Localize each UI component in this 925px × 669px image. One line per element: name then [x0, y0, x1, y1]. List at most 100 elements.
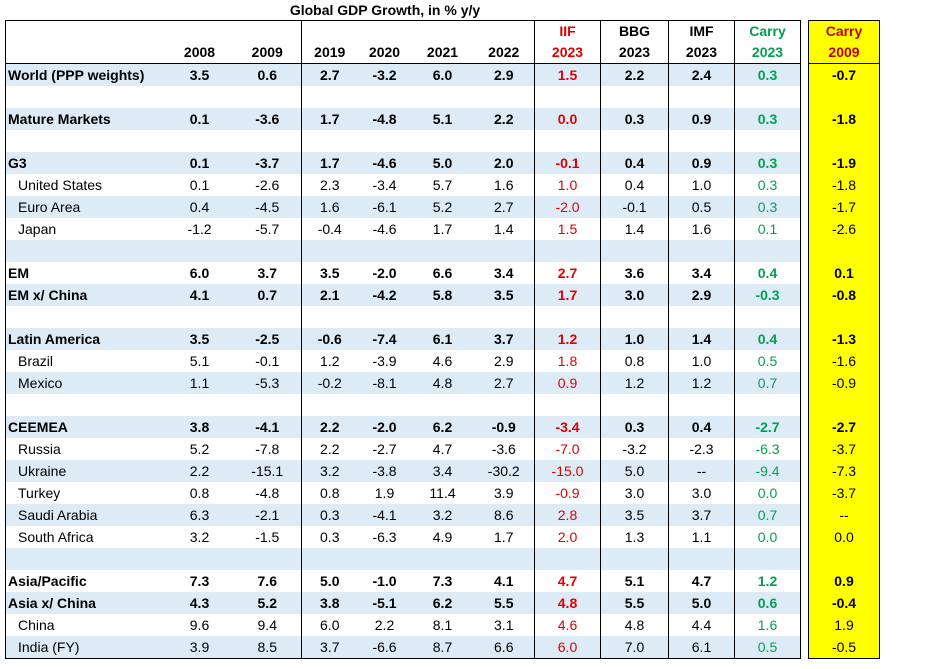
value-carry-2009: 0.0	[808, 526, 880, 548]
value-2022	[473, 86, 535, 108]
header-cell	[411, 20, 474, 42]
value-2022: 3.5	[473, 284, 535, 306]
value-2021: 8.7	[411, 636, 474, 659]
value-2008: 0.8	[189, 485, 210, 501]
column-gap	[800, 306, 809, 328]
value-carry-2023: 0.4	[734, 262, 801, 284]
table-row: Turkey 0.8 -4.8 0.8 1.9 11.4 3.9 -0.9 3.0 3.0 0.0-…	[5, 482, 880, 504]
value-carry-2009: --	[808, 504, 880, 526]
spacer-row	[5, 394, 880, 416]
value-2022: 3.7	[473, 328, 535, 350]
value-2008: 2.2	[165, 460, 234, 482]
value-iif-2023: -15.0	[534, 460, 601, 482]
value-2020: -2.0	[357, 416, 412, 438]
value-carry-2009	[808, 548, 880, 570]
header-imf: IMF	[668, 20, 735, 42]
value-2022: 2.0	[473, 152, 535, 174]
value-2021: 5.8	[411, 284, 474, 306]
value-2008	[166, 130, 234, 152]
column-gap	[800, 592, 809, 614]
value-carry-2023: 0.6	[734, 592, 801, 614]
row-label: EM	[5, 262, 166, 284]
value-bbg-2023	[600, 394, 669, 416]
value-iif-2023: 2.7	[534, 262, 601, 284]
header-carry-2009-year: 2009	[808, 42, 880, 64]
value-carry-2023: 1.2	[734, 570, 801, 592]
column-gap	[800, 372, 809, 394]
value-2009	[233, 394, 302, 416]
column-gap	[800, 504, 809, 526]
value-bbg-2023: 5.1	[600, 570, 669, 592]
table-row: Brazil 5.1 -0.1 1.2 -3.9 4.6 2.9 1.8 0.8 1.0 0.5 -1…	[5, 350, 880, 372]
table-row: World (PPP weights) 3.5 0.6 2.7 -3.2 6.0 2.9 1.…	[5, 63, 880, 86]
value-carry-2023: 0.0	[734, 482, 801, 504]
value-2022: -0.9	[473, 416, 535, 438]
value-bbg-2023: -0.1	[600, 196, 669, 218]
value-bbg-2023: 1.4	[600, 218, 669, 240]
value-iif-2023	[534, 86, 601, 108]
value-iif-2023: 4.6	[534, 614, 601, 636]
header-year-2019: 2019	[301, 42, 358, 64]
value-2019: 2.3	[320, 177, 340, 193]
value-iif-2023: 1.7	[534, 284, 601, 306]
value-imf-2023: 5.0	[668, 592, 735, 614]
value-carry-2023: 0.3	[734, 174, 801, 196]
value-2022: 2.7	[473, 372, 535, 394]
value-bbg-2023	[600, 548, 669, 570]
value-iif-2023: 1.5	[534, 218, 601, 240]
value-2020: -4.6	[372, 221, 397, 237]
value-2008	[166, 394, 234, 416]
row-label: Turkey	[5, 482, 166, 504]
row-label	[5, 240, 166, 262]
value-2019	[302, 86, 358, 108]
value-iif-2023: -3.4	[534, 416, 601, 438]
value-2008: 5.1	[189, 353, 210, 369]
table-row: South Africa 3.2 -1.5 0.3 -6.3 4.9 1.7 2.0 1.3 1.…	[5, 526, 880, 548]
row-label: Japan	[5, 218, 166, 240]
value-2020: -3.8	[357, 460, 412, 482]
value-iif-2023	[534, 548, 601, 570]
value-2020: -6.3	[372, 529, 397, 545]
value-2020	[358, 86, 412, 108]
value-bbg-2023: 0.4	[600, 174, 669, 196]
value-carry-2023: 0.3	[734, 63, 801, 86]
value-2020: -7.4	[357, 328, 412, 350]
value-bbg-2023: 1.3	[600, 526, 669, 548]
value-carry-2009: -1.6	[808, 350, 880, 372]
value-carry-2009	[808, 394, 880, 416]
value-2021	[412, 306, 474, 328]
value-2019: 3.5	[320, 265, 340, 281]
value-carry-2009: -2.6	[808, 218, 880, 240]
value-2022: 3.4	[473, 262, 535, 284]
value-imf-2023: 1.2	[668, 372, 735, 394]
value-bbg-2023: -3.2	[600, 438, 669, 460]
column-gap	[800, 218, 809, 240]
value-bbg-2023	[600, 130, 669, 152]
header-cell	[5, 42, 166, 64]
value-carry-2009	[808, 130, 880, 152]
row-label	[5, 548, 166, 570]
value-imf-2023: 4.4	[668, 614, 735, 636]
row-label: CEEMEA	[5, 416, 166, 438]
table-row: Russia 5.2 -7.8 2.2 -2.7 4.7 -3.6 -7.0 -3.2 -2.3-…	[5, 438, 880, 460]
spacer-row	[5, 240, 880, 262]
value-imf-2023: 3.0	[668, 482, 735, 504]
value-carry-2009	[808, 86, 880, 108]
row-label	[5, 394, 166, 416]
value-carry-2023: -6.3	[734, 438, 801, 460]
row-label: Mexico	[5, 372, 166, 394]
table-row: Japan -1.2 -5.7 -0.4 -4.6 1.7 1.4 1.5 1.4 1.6 0.1-…	[5, 218, 880, 240]
value-2008	[166, 86, 234, 108]
header-bbg: BBG	[600, 20, 669, 42]
value-bbg-2023: 2.2	[600, 63, 669, 86]
row-label	[5, 306, 166, 328]
value-2021	[412, 86, 474, 108]
value-2019: 1.6	[301, 196, 358, 218]
value-2008	[166, 306, 234, 328]
value-carry-2009: 0.9	[808, 570, 880, 592]
table-row: Ukraine 2.2 -15.1 3.2 -3.8 3.4 -30.2 -15.0 5.0 --…	[5, 460, 880, 482]
value-2009: -2.6	[233, 174, 302, 196]
value-2022: 2.2	[473, 108, 535, 130]
spacer-row	[5, 306, 880, 328]
value-2008: 7.3	[189, 573, 210, 589]
